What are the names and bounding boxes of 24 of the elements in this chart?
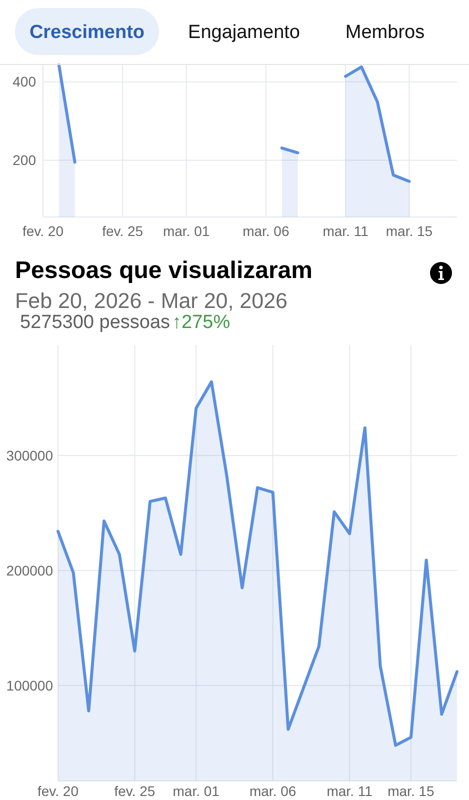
chart-title: Pessoas que visualizaram [15,257,312,284]
x-tick-label: mar. 15 [388,783,435,799]
text: ↑275% [172,312,230,333]
x-tick-label: mar. 11 [326,783,373,799]
x-tick-label: mar. 01 [162,223,210,239]
y-tick-label: 400 [12,74,36,90]
x-tick-label: fev. 20 [38,783,79,799]
y-tick-label: 200 [12,152,36,168]
y-tick-label: 200000 [6,562,54,578]
x-tick-label: mar. 06 [249,783,296,799]
x-tick-label: mar. 06 [242,223,290,239]
x-tick-label: fev. 25 [114,783,156,799]
text: 5275300 pessoas [20,312,170,333]
x-tick-label: mar. 15 [386,223,433,239]
x-tick-label: mar. 01 [172,783,220,799]
chart-subtitle: Feb 20, 2026 - Mar 20, 2026 [15,289,288,313]
text: Membros [345,22,425,43]
x-tick-label: fev. 20 [22,223,64,239]
text: Crescimento [29,22,145,43]
y-tick-label: 300000 [6,447,54,464]
x-tick-label: fev. 25 [102,223,144,239]
y-tick-label: 100000 [6,677,54,694]
x-tick-label: mar. 11 [322,223,369,239]
text: Engajamento [188,22,300,43]
